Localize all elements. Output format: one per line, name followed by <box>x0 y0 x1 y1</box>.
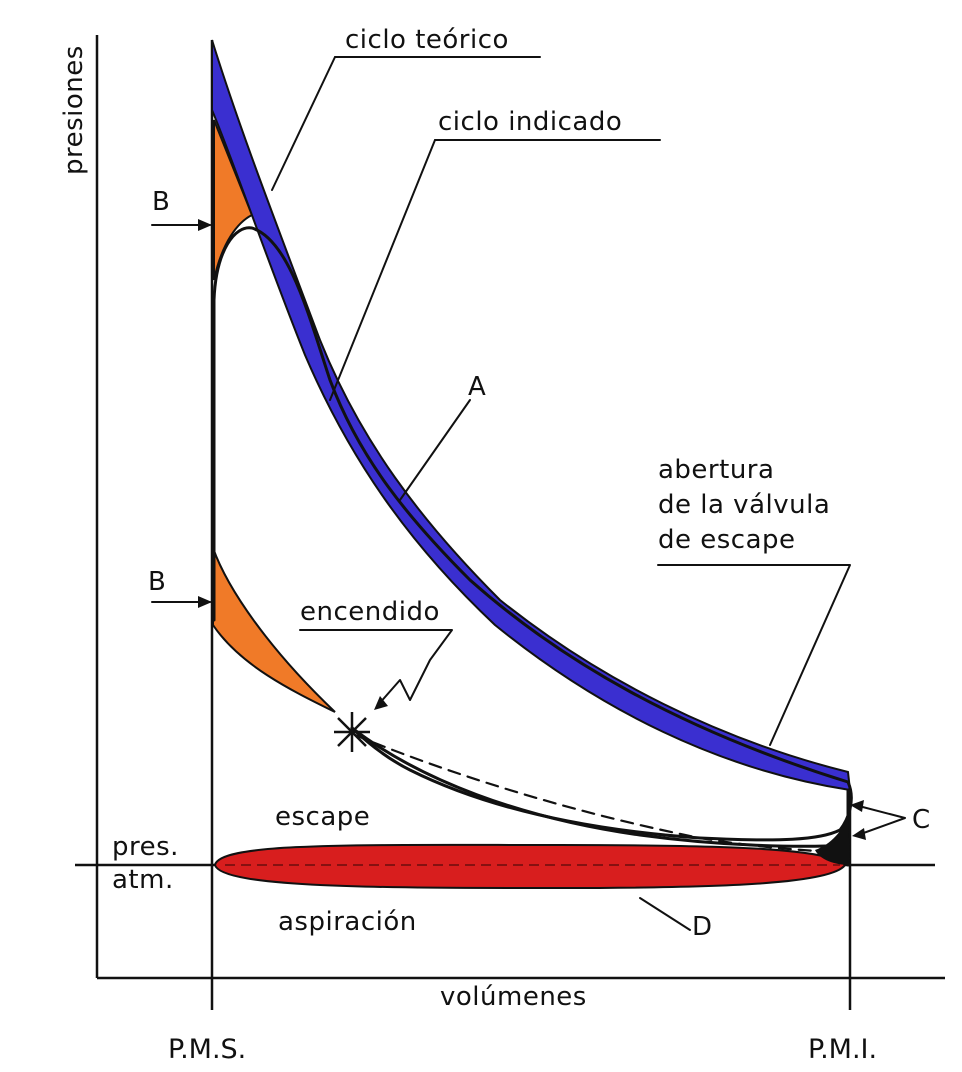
y-axis-label: presiones <box>59 45 89 175</box>
arrowhead-b-top <box>198 219 212 231</box>
arrowhead-encendido <box>374 696 388 710</box>
leader-encendido <box>299 629 453 706</box>
pres-label-line1: pres. <box>112 832 179 862</box>
abertura-line3: de escape <box>658 525 796 555</box>
leader-abertura <box>657 564 851 746</box>
arrowhead-c-lower <box>852 828 866 840</box>
aspiracion-label: aspiración <box>278 907 417 937</box>
leader-ciclo-teorico <box>271 56 336 191</box>
spark-icon <box>334 712 370 752</box>
escape-label: escape <box>275 802 370 832</box>
exhaust-corner-fill <box>815 812 850 865</box>
loss-area-b-bottom <box>212 547 336 713</box>
point-d-label: D <box>692 912 713 942</box>
arrowhead-c-upper <box>850 800 864 812</box>
pumping-loop-area-d <box>213 843 847 890</box>
leader-ciclo-indicado <box>329 139 436 401</box>
abertura-line2: de la válvula <box>658 490 830 520</box>
point-c-label: C <box>912 805 931 835</box>
pres-label-line2: atm. <box>112 865 174 895</box>
compression-curve <box>350 726 850 848</box>
encendido-label: encendido <box>300 597 440 627</box>
leader-a <box>399 399 471 501</box>
point-b-bottom-label: B <box>148 567 166 597</box>
abertura-line1: abertura <box>658 455 774 485</box>
theoretical-compression-dashed <box>353 733 850 854</box>
arrowhead-b-bottom <box>198 596 212 608</box>
theoretical-cycle-band <box>211 39 852 792</box>
ciclo-indicado-label: ciclo indicado <box>438 107 622 137</box>
point-b-top-label: B <box>152 187 170 217</box>
point-a-label: A <box>468 372 486 402</box>
ciclo-teorico-label: ciclo teórico <box>345 25 509 55</box>
pms-label: P.M.S. <box>168 1034 246 1065</box>
leader-c <box>854 804 906 836</box>
x-axis-label: volúmenes <box>440 982 587 1012</box>
pmi-label: P.M.I. <box>808 1034 877 1065</box>
leader-d <box>639 897 691 931</box>
